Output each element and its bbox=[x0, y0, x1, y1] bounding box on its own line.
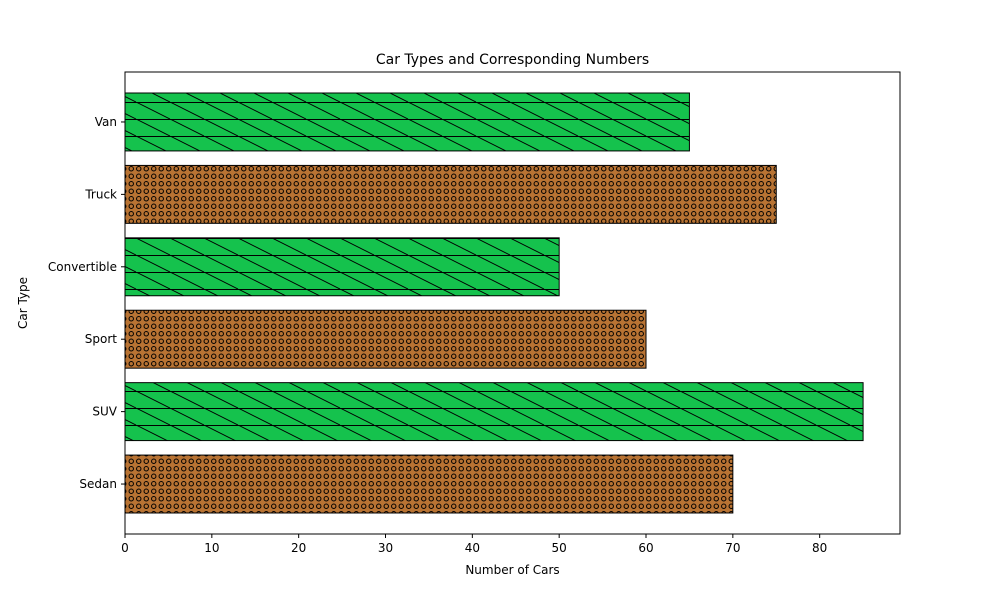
bar-suv bbox=[124, 382, 864, 442]
bar-sport bbox=[124, 309, 647, 369]
x-axis-label: Number of Cars bbox=[465, 563, 559, 577]
y-tick-label: Truck bbox=[84, 187, 117, 201]
bar-truck bbox=[124, 164, 777, 224]
y-tick-label: Sedan bbox=[79, 477, 117, 491]
x-tick-label: 50 bbox=[552, 541, 567, 555]
y-tick-label: Convertible bbox=[48, 260, 117, 274]
x-tick-label: 80 bbox=[812, 541, 827, 555]
bar-convertible bbox=[124, 237, 560, 297]
bars-group bbox=[124, 92, 864, 514]
x-tick-label: 10 bbox=[204, 541, 219, 555]
bar-van bbox=[124, 92, 690, 152]
y-tick-label: Sport bbox=[85, 332, 118, 346]
x-tick-label: 40 bbox=[465, 541, 480, 555]
x-tick-label: 60 bbox=[638, 541, 653, 555]
y-axis-label: Car Type bbox=[16, 277, 30, 329]
y-tick-label: SUV bbox=[92, 405, 117, 419]
y-axis-ticks: Sedan SUV Sport Convertible Truck Van bbox=[48, 115, 125, 491]
x-axis-ticks: 0 10 20 30 40 50 60 70 80 bbox=[121, 534, 827, 555]
x-tick-label: 30 bbox=[378, 541, 393, 555]
bar-sedan bbox=[124, 454, 734, 514]
chart-title: Car Types and Corresponding Numbers bbox=[376, 52, 649, 68]
y-tick-label: Van bbox=[95, 115, 117, 129]
x-tick-label: 70 bbox=[725, 541, 740, 555]
plot-frame bbox=[124, 71, 901, 535]
x-tick-label: 0 bbox=[121, 541, 129, 555]
x-tick-label: 20 bbox=[291, 541, 306, 555]
